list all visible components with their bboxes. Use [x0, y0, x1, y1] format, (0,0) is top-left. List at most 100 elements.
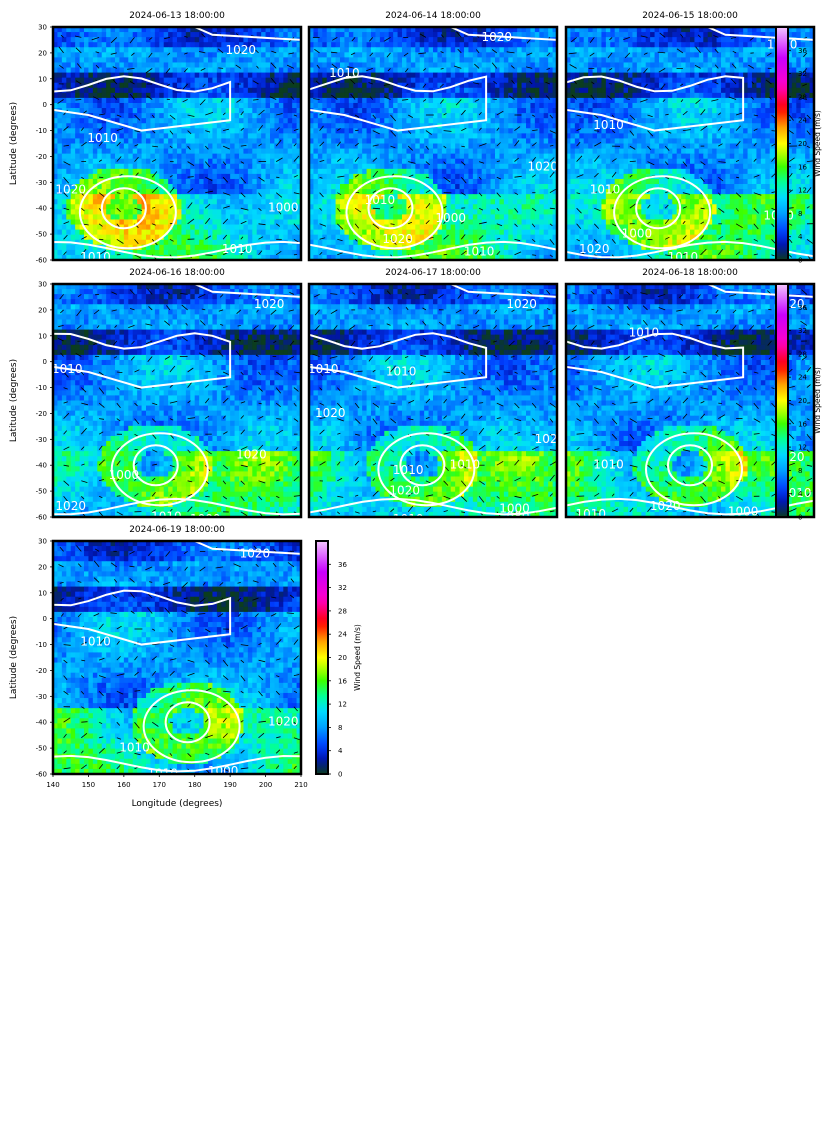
wind-speed-cell: [340, 158, 345, 165]
wind-speed-cell: [128, 168, 134, 175]
wind-vector: [98, 141, 103, 147]
wind-speed-cell: [110, 27, 116, 33]
wind-speed-cell: [150, 32, 156, 38]
wind-speed-cell: [137, 143, 143, 150]
wind-speed-cell: [123, 57, 129, 63]
wind-speed-cell: [221, 244, 227, 251]
wind-speed-cell: [252, 82, 258, 89]
wind-speed-cell: [57, 163, 63, 170]
wind-speed-cell: [270, 72, 275, 79]
wind-speed-cell: [110, 214, 116, 220]
wind-speed-cell: [499, 118, 505, 124]
wind-speed-cell: [287, 27, 293, 33]
wind-speed-cell: [331, 123, 337, 129]
wind-speed-cell: [402, 97, 407, 104]
wind-speed-cell: [66, 62, 72, 69]
wind-speed-cell: [57, 133, 63, 139]
wind-speed-cell: [366, 102, 372, 109]
wind-speed-cell: [508, 209, 514, 215]
wind-vector: [58, 46, 64, 54]
wind-speed-cell: [517, 163, 523, 170]
wind-speed-cell: [406, 67, 412, 74]
wind-speed-cell: [57, 123, 63, 129]
wind-vector: [235, 64, 242, 69]
wind-speed-cell: [486, 143, 492, 150]
wind-speed-cell: [384, 32, 390, 38]
wind-speed-cell: [287, 138, 293, 144]
wind-vector: [116, 223, 120, 228]
wind-speed-cell: [512, 214, 518, 220]
wind-speed-cell: [512, 77, 518, 84]
wind-speed-cell: [455, 189, 461, 195]
wind-speed-cell: [115, 72, 120, 79]
wind-speed-cell: [61, 82, 67, 89]
wind-speed-cell: [230, 47, 236, 53]
wind-vector: [222, 161, 227, 166]
wind-speed-cell: [79, 224, 85, 231]
wind-speed-cell: [503, 199, 509, 205]
wind-speed-cell: [128, 87, 134, 94]
wind-speed-cell: [441, 77, 447, 84]
wind-speed-cell: [185, 27, 191, 33]
wind-speed-cell: [221, 158, 227, 165]
wind-speed-cell: [437, 133, 443, 139]
wind-speed-cell: [326, 133, 332, 139]
wind-speed-cell: [437, 52, 443, 58]
wind-speed-cell: [92, 102, 98, 109]
wind-speed-cell: [278, 199, 284, 205]
wind-speed-cell: [101, 229, 107, 236]
wind-speed-cell: [459, 128, 465, 134]
wind-speed-cell: [216, 214, 222, 220]
wind-speed-cell: [455, 47, 461, 53]
wind-speed-cell: [508, 123, 514, 129]
wind-speed-cell: [543, 57, 549, 63]
wind-speed-cell: [190, 214, 196, 220]
wind-speed-cell: [53, 32, 58, 38]
wind-speed-cell: [132, 234, 138, 241]
wind-speed-cell: [154, 239, 160, 246]
wind-speed-cell: [326, 173, 332, 180]
wind-speed-cell: [348, 47, 354, 53]
wind-speed-cell: [283, 128, 289, 134]
wind-speed-cell: [159, 148, 165, 155]
wind-speed-cell: [181, 52, 187, 58]
wind-speed-cell: [446, 57, 452, 63]
wind-speed-cell: [110, 224, 116, 231]
wind-speed-cell: [296, 219, 301, 226]
wind-speed-cell: [154, 148, 160, 155]
wind-speed-cell: [115, 163, 120, 170]
wind-speed-cell: [503, 42, 509, 48]
wind-speed-cell: [309, 77, 314, 84]
wind-speed-cell: [464, 37, 469, 43]
wind-speed-cell: [508, 27, 514, 33]
wind-speed-cell: [88, 77, 94, 84]
wind-vector: [258, 192, 262, 197]
wind-speed-cell: [128, 204, 134, 210]
wind-speed-cell: [340, 37, 345, 43]
wind-speed-cell: [141, 173, 147, 180]
wind-speed-cell: [88, 82, 94, 89]
wind-speed-cell: [154, 224, 160, 231]
wind-speed-cell: [177, 173, 182, 180]
wind-speed-cell: [424, 57, 430, 63]
wind-speed-cell: [433, 148, 438, 155]
wind-speed-cell: [110, 108, 116, 114]
wind-speed-cell: [75, 118, 81, 124]
wind-speed-cell: [331, 52, 337, 58]
wind-speed-cell: [424, 209, 430, 215]
wind-speed-cell: [61, 189, 67, 195]
wind-speed-cell: [287, 128, 293, 134]
wind-vector: [288, 52, 294, 55]
wind-speed-cell: [530, 113, 536, 119]
wind-speed-cell: [181, 138, 187, 144]
wind-speed-cell: [115, 52, 120, 58]
wind-vector: [293, 128, 299, 131]
wind-speed-cell: [181, 184, 187, 190]
wind-speed-cell: [172, 249, 178, 256]
wind-speed-cell: [526, 62, 531, 69]
wind-speed-cell: [185, 82, 191, 89]
wind-speed-cell: [256, 42, 262, 48]
wind-speed-cell: [428, 32, 434, 38]
wind-speed-cell: [163, 229, 169, 236]
wind-speed-cell: [274, 32, 280, 38]
